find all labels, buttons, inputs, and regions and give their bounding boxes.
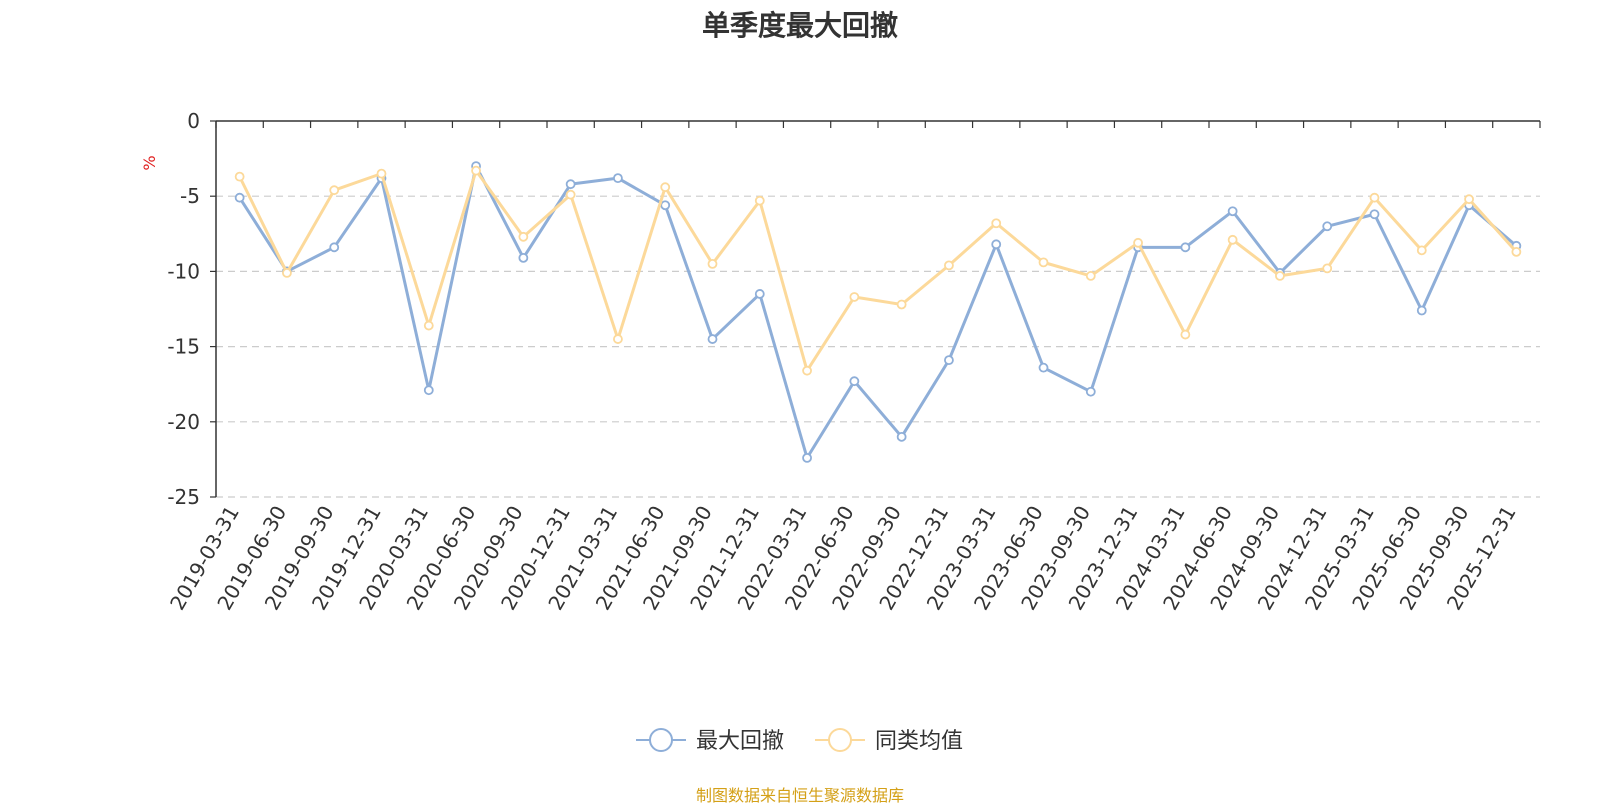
data-point[interactable]	[1416, 245, 1427, 256]
data-point[interactable]	[518, 231, 529, 242]
data-point[interactable]	[944, 260, 954, 271]
data-point[interactable]	[944, 355, 954, 366]
legend-circle-icon	[649, 728, 673, 752]
axes: 0-5-10-15-20-252019-03-312019-06-302019-…	[165, 109, 1541, 614]
data-point[interactable]	[1180, 329, 1191, 340]
data-point[interactable]	[991, 218, 1002, 229]
data-point[interactable]	[660, 182, 671, 193]
source-note: 制图数据来自恒生聚源数据库	[695, 786, 904, 805]
data-point[interactable]	[1322, 221, 1333, 232]
data-point[interactable]	[849, 376, 860, 387]
data-point[interactable]	[1038, 362, 1049, 373]
data-point[interactable]	[565, 179, 576, 190]
data-point[interactable]	[471, 165, 481, 176]
data-point[interactable]	[282, 268, 292, 278]
data-point[interactable]	[896, 299, 907, 310]
data-point[interactable]	[1180, 242, 1191, 253]
data-point[interactable]	[518, 252, 529, 263]
legend[interactable]: 最大回撤 同类均值	[636, 728, 963, 754]
data-point[interactable]	[1085, 271, 1096, 281]
data-point[interactable]	[1464, 194, 1474, 205]
data-point[interactable]	[1133, 237, 1143, 248]
data-point[interactable]	[707, 258, 718, 269]
data-point[interactable]	[1322, 263, 1333, 274]
y-tick-label: -15	[167, 335, 200, 359]
legend-circle-icon	[828, 728, 852, 752]
data-point[interactable]	[329, 185, 340, 196]
data-point[interactable]	[613, 334, 623, 344]
data-point[interactable]	[1227, 206, 1238, 217]
y-tick-label: -5	[180, 184, 200, 208]
data-point[interactable]	[1275, 271, 1285, 281]
legend-label: 最大回撤	[696, 729, 784, 754]
data-point[interactable]	[234, 192, 245, 203]
data-point[interactable]	[849, 292, 860, 302]
data-point[interactable]	[1227, 234, 1238, 245]
data-point[interactable]	[423, 320, 434, 331]
data-point[interactable]	[802, 365, 812, 376]
data-point[interactable]	[329, 242, 340, 253]
series-line-1	[238, 164, 1518, 460]
data-point[interactable]	[423, 385, 434, 396]
y-tick-label: 0	[187, 109, 200, 133]
data-point[interactable]	[1511, 246, 1522, 257]
data-point[interactable]	[802, 452, 812, 463]
y-tick-label: -10	[167, 259, 200, 283]
data-point[interactable]	[896, 431, 907, 442]
data-point[interactable]	[754, 195, 765, 206]
data-point[interactable]	[376, 168, 387, 179]
y-tick-label: -20	[167, 410, 200, 434]
data-point[interactable]	[565, 189, 576, 200]
y-axis-unit-label: %	[140, 155, 159, 170]
legend-label: 同类均值	[875, 729, 963, 754]
data-point[interactable]	[1085, 386, 1096, 397]
data-point[interactable]	[1038, 257, 1049, 268]
data-point[interactable]	[754, 289, 765, 299]
legend-item-2[interactable]: 同类均值	[815, 728, 963, 754]
series-line-2	[238, 169, 1518, 373]
series-layer	[234, 161, 1522, 463]
chart-title: 单季度最大回撤	[701, 9, 898, 42]
data-point[interactable]	[660, 200, 671, 211]
legend-item-1[interactable]: 最大回撤	[636, 728, 784, 754]
data-point[interactable]	[991, 239, 1002, 250]
y-tick-label: -25	[167, 485, 200, 509]
data-point[interactable]	[707, 334, 718, 344]
data-point[interactable]	[613, 173, 623, 184]
data-point[interactable]	[1416, 305, 1427, 316]
data-point[interactable]	[1369, 192, 1380, 203]
data-point[interactable]	[1369, 209, 1380, 220]
grid-lines	[216, 195, 1540, 498]
data-point[interactable]	[234, 171, 245, 182]
line-chart: 0-5-10-15-20-252019-03-312019-06-302019-…	[140, 109, 1541, 754]
